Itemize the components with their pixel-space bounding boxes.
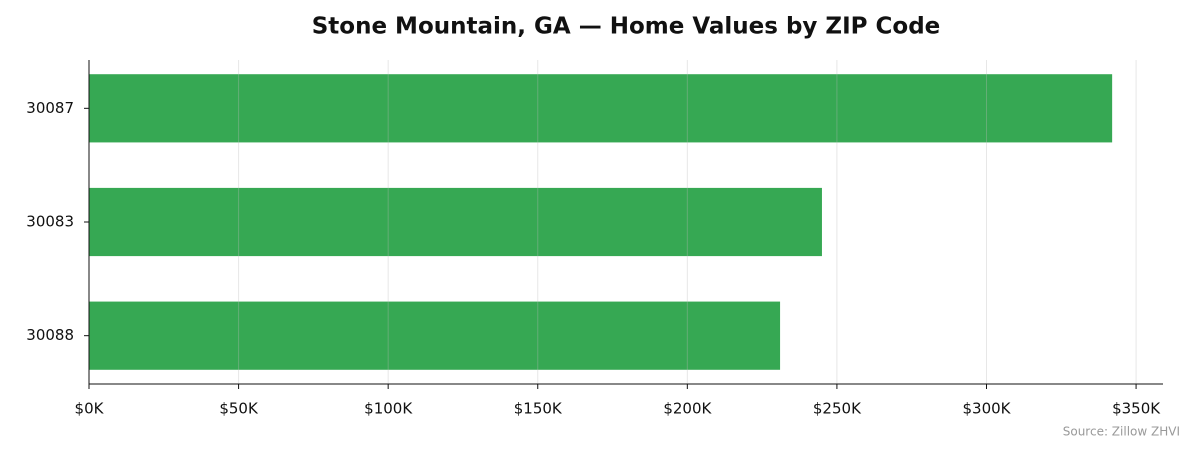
x-tick-label: $100K: [364, 400, 413, 418]
x-tick-label: $350K: [1112, 400, 1161, 418]
bar: [89, 301, 781, 370]
y-tick-label: 30087: [26, 99, 74, 117]
x-tick-label: $300K: [962, 400, 1011, 418]
source-note: Source: Zillow ZHVI: [1063, 425, 1180, 439]
x-tick-label: $250K: [813, 400, 862, 418]
x-tick-label: $50K: [219, 400, 259, 418]
bar: [89, 187, 822, 257]
x-tick-label: $150K: [514, 400, 563, 418]
bar: [89, 74, 1113, 143]
y-tick-label: 30083: [26, 213, 74, 231]
y-tick-label: 30088: [26, 326, 74, 344]
x-tick-label: $0K: [75, 400, 105, 418]
x-tick-label: $200K: [663, 400, 712, 418]
chart-title: Stone Mountain, GA — Home Values by ZIP …: [312, 14, 941, 40]
